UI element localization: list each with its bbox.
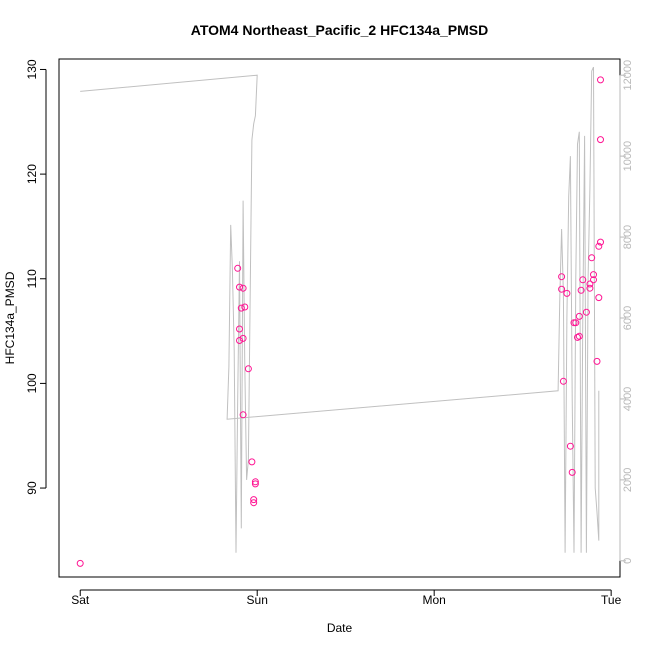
data-point <box>241 303 249 311</box>
x-axis-label: Date <box>327 621 353 635</box>
data-point <box>595 242 603 250</box>
data-point <box>579 276 587 284</box>
right-y-tick-label: 4000 <box>622 387 634 411</box>
data-point <box>251 478 259 486</box>
x-tick-label: Sat <box>71 593 90 607</box>
plot-frame <box>58 58 621 578</box>
x-tick-label: Mon <box>423 593 446 607</box>
right-y-tick-label: 2000 <box>622 468 634 492</box>
data-point <box>236 325 243 333</box>
points-layer <box>76 76 604 567</box>
right-y-tick-label: 0 <box>622 558 634 564</box>
data-line-layer <box>80 66 600 553</box>
chart-title: ATOM4 Northeast_Pacific_2 HFC134a_PMSD <box>191 22 488 38</box>
data-point <box>236 283 243 291</box>
y-axis: 90 100 110 120 130 <box>25 59 47 495</box>
data-point <box>239 334 247 342</box>
data-point <box>563 289 571 297</box>
data-point <box>575 332 583 340</box>
data-point <box>237 304 245 312</box>
right-y-tick-label: 8000 <box>622 225 634 249</box>
data-point <box>590 276 597 284</box>
data-point <box>568 468 576 476</box>
y-tick-label: 110 <box>25 269 39 288</box>
data-point <box>244 365 252 373</box>
data-point <box>236 337 243 344</box>
data-point <box>595 294 603 302</box>
data-point <box>586 280 594 288</box>
data-point <box>250 496 258 504</box>
data-point <box>251 480 259 488</box>
right-y-tick-label: 12000 <box>622 60 634 91</box>
x-tick-label: Sun <box>247 593 268 607</box>
y-tick-label: 100 <box>25 373 39 393</box>
right-y-tick-label: 10000 <box>622 141 634 172</box>
data-point <box>234 264 242 272</box>
data-point <box>590 271 597 279</box>
data-point <box>577 286 585 294</box>
data-point <box>239 411 247 419</box>
x-tick-label: Tue <box>601 593 622 607</box>
y-tick-label: 130 <box>25 59 39 79</box>
data-point <box>559 377 567 385</box>
y-tick-label: 90 <box>25 481 39 495</box>
right-y-axis: 0 2000 4000 6000 8000 10000 12000 <box>619 60 634 564</box>
data-point <box>558 273 566 281</box>
data-point <box>588 254 596 262</box>
data-point <box>575 312 583 320</box>
data-point <box>593 357 601 365</box>
data-point <box>574 333 581 341</box>
data-point <box>248 458 256 466</box>
data-point <box>597 76 604 84</box>
data-point <box>558 285 566 293</box>
data-point <box>586 284 594 292</box>
data-point <box>597 136 604 144</box>
y-axis-label: HFC134a_PMSD <box>3 271 17 364</box>
data-point <box>572 319 580 327</box>
x-axis: Sat Sun Mon Tue <box>71 589 622 607</box>
data-point <box>582 308 590 316</box>
y-tick-label: 120 <box>25 164 39 184</box>
right-y-tick-label: 6000 <box>622 306 634 330</box>
data-point <box>239 284 247 292</box>
data-point <box>76 559 84 567</box>
data-point <box>250 499 258 507</box>
data-point <box>597 238 604 246</box>
data-point <box>566 442 574 450</box>
series-line <box>80 66 600 553</box>
